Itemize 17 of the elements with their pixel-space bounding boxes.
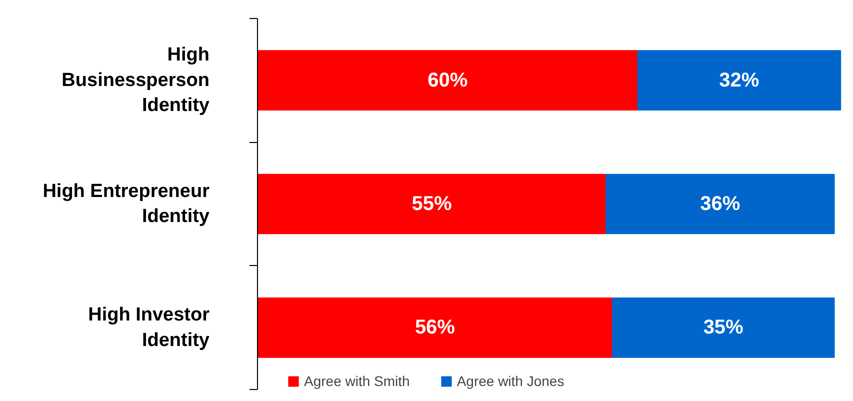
data-label: 36%: [700, 193, 740, 215]
data-label: 56%: [414, 316, 456, 339]
bar: [637, 50, 842, 111]
y-tick-label: High Entrepreneur Identity: [42, 180, 210, 228]
legend-label: Agree with Smith: [304, 373, 410, 389]
y-tick-label: High Investor Identity: [88, 304, 210, 351]
data-label: 60%: [428, 69, 468, 92]
data-label: 35%: [703, 316, 744, 339]
bar: [606, 174, 835, 234]
legend-label: Agree with Jones: [456, 373, 564, 389]
bar: [258, 297, 613, 358]
bar: [258, 50, 638, 111]
data-label: 55%: [412, 193, 452, 215]
y-tick-label: High Businessperson Identity: [62, 44, 210, 116]
bar: [258, 174, 607, 234]
data-label: 32%: [719, 69, 760, 92]
bar: [612, 297, 835, 358]
